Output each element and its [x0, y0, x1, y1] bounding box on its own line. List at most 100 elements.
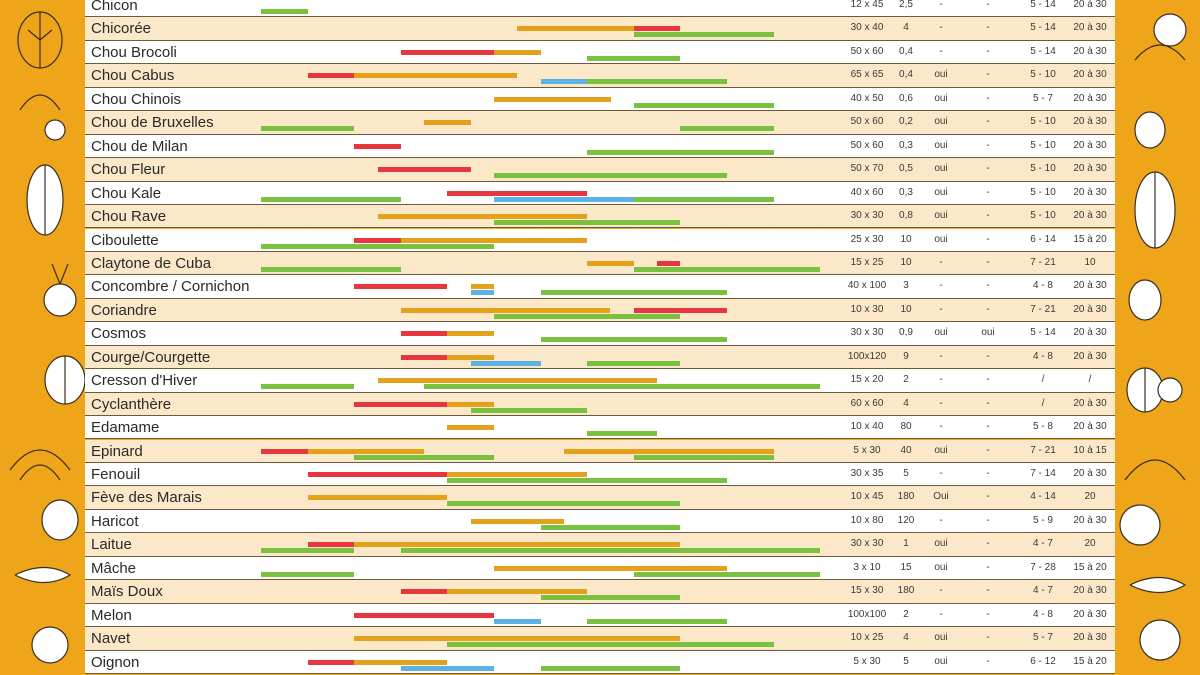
cell-c4: - — [986, 421, 990, 433]
table-row: Courge/Courgette 100x120 9 - - 4 - 8 20 à 30 — [85, 345, 1115, 370]
cell-c3: - — [939, 303, 943, 315]
cell-temp: 6 - 12 — [1030, 655, 1056, 667]
calendar-bar-blue — [494, 196, 634, 202]
crop-name: Fève des Marais — [91, 489, 202, 507]
cell-c3: oui — [934, 139, 948, 151]
crop-name: Cosmos — [91, 325, 147, 343]
table-row: Oignon 5 x 30 5 oui - 6 - 12 15 à 20 — [85, 650, 1115, 674]
cell-c4: - — [986, 491, 990, 503]
cell-c3: oui — [934, 163, 948, 175]
cell-c4: - — [986, 163, 990, 175]
cell-temp: 7 - 14 — [1030, 468, 1056, 479]
left-vegetable-illustration — [0, 0, 85, 675]
cell-c4: - — [986, 280, 990, 292]
calendar-bar-green — [261, 126, 355, 132]
cell-weight: 9 — [903, 350, 909, 362]
cell-days: 20 à 30 — [1073, 45, 1107, 57]
table-row: Melon 100x100 2 - - 4 - 8 20 à 30 — [85, 603, 1115, 628]
calendar-bar-blue — [400, 665, 494, 671]
calendar-bar-gold — [447, 354, 494, 360]
cell-days: 15 à 20 — [1073, 233, 1107, 245]
cell-weight: 0,3 — [899, 139, 913, 151]
calendar-bar-green — [447, 478, 727, 483]
crop-name: Coriandre — [91, 301, 157, 319]
table-row: Chicorée 30 x 40 4 - - 5 - 14 20 à 30 — [85, 17, 1115, 41]
calendar-bar-gold — [494, 96, 611, 102]
table-row: Concombre / Cornichon 40 x 100 3 - - 4 - 8 20 … — [85, 275, 1115, 299]
cell-temp: 5 - 10 — [1030, 116, 1056, 128]
cell-days: 20 à 30 — [1073, 514, 1107, 526]
calendar-bar-gold — [447, 331, 494, 337]
calendar-bar-green — [680, 126, 774, 132]
cell-weight: 40 — [900, 444, 912, 456]
crop-name: Mâche — [91, 559, 137, 577]
crop-name: Fenouil — [91, 466, 141, 483]
calendar-bar-green — [540, 290, 727, 296]
cell-spacing: 50 x 60 — [850, 45, 884, 57]
cell-temp: 5 - 14 — [1030, 327, 1056, 339]
cell-spacing: 10 x 40 — [850, 421, 884, 433]
calendar-bar-gold — [447, 589, 588, 595]
cell-days: 15 à 20 — [1073, 655, 1107, 667]
cell-c3: - — [939, 608, 943, 620]
cell-days: 20 à 30 — [1073, 22, 1107, 34]
cell-weight: 180 — [897, 491, 915, 503]
cell-weight: 10 — [900, 233, 912, 245]
cell-days: 20 à 30 — [1073, 69, 1107, 81]
calendar-bar-green — [261, 9, 308, 14]
calendar-bar-gold — [354, 542, 681, 548]
cell-spacing: 100x120 — [847, 350, 887, 362]
table-row: Cyclanthère 60 x 60 4 - - / 20 à 30 — [85, 392, 1115, 417]
cell-temp: 5 - 7 — [1032, 92, 1053, 104]
cell-days: 20 à 30 — [1073, 585, 1107, 597]
cell-spacing: 65 x 65 — [850, 69, 884, 81]
cell-c3: - — [939, 397, 943, 409]
cell-weight: 2,5 — [899, 0, 913, 10]
cell-days: / — [1088, 374, 1092, 386]
calendar-bar-blue — [470, 290, 494, 296]
cell-c3: oui — [934, 92, 948, 104]
cell-temp: 5 - 10 — [1030, 163, 1056, 175]
cell-weight: 0,2 — [899, 116, 913, 128]
cell-c3: - — [939, 585, 943, 597]
cell-spacing: 40 x 50 — [850, 92, 884, 104]
calendar-bar-gold — [447, 472, 588, 477]
table-row: Chou Kale 40 x 60 0,3 oui - 5 - 10 20 à 30 — [85, 181, 1115, 205]
calendar-bar-red — [307, 542, 355, 548]
calendar-bar-gold — [400, 307, 611, 313]
cell-spacing: 10 x 25 — [850, 632, 884, 644]
crop-name: Ciboulette — [91, 231, 159, 249]
cell-c4: - — [986, 69, 990, 81]
cell-c3: oui — [934, 186, 948, 198]
cell-c4: - — [986, 397, 990, 409]
calendar-bar-gold — [587, 260, 634, 266]
cell-c4: - — [986, 139, 990, 151]
cell-spacing: 30 x 30 — [850, 327, 884, 339]
cell-weight: 0,4 — [899, 69, 913, 81]
cell-weight: 0,6 — [899, 92, 913, 104]
cell-temp: 7 - 21 — [1030, 303, 1056, 315]
crop-name: Haricot — [91, 512, 139, 530]
cell-spacing: 40 x 60 — [850, 186, 884, 198]
vegetable-illustration-icon — [9, 11, 85, 664]
cell-weight: 4 — [903, 397, 909, 409]
cell-c3: - — [939, 256, 943, 268]
cell-c4: - — [986, 608, 990, 620]
calendar-bar-red — [400, 589, 448, 595]
table-row: Edamame 10 x 40 80 - - 5 - 8 20 à 30 — [85, 416, 1115, 440]
crop-name: Maïs Doux — [91, 583, 163, 601]
calendar-bar-green — [540, 337, 727, 343]
calendar-bar-gold — [470, 284, 494, 290]
calendar-bar-green — [587, 79, 727, 85]
calendar-bar-gold — [307, 448, 425, 454]
cell-spacing: 50 x 60 — [850, 116, 884, 128]
calendar-bar-green — [447, 642, 774, 648]
calendar-bar-gold — [377, 378, 658, 384]
cell-days: 20 à 30 — [1073, 608, 1107, 620]
calendar-bar-green — [261, 384, 355, 390]
cell-spacing: 40 x 100 — [847, 280, 887, 292]
table-row: Cresson d'Hiver 15 x 20 2 - - / / — [85, 369, 1115, 393]
cell-spacing: 10 x 80 — [850, 514, 884, 526]
table-row: Chou Cabus 65 x 65 0,4 oui - 5 - 10 20 à 30 — [85, 64, 1115, 88]
crop-name: Chou Brocoli — [91, 43, 177, 61]
